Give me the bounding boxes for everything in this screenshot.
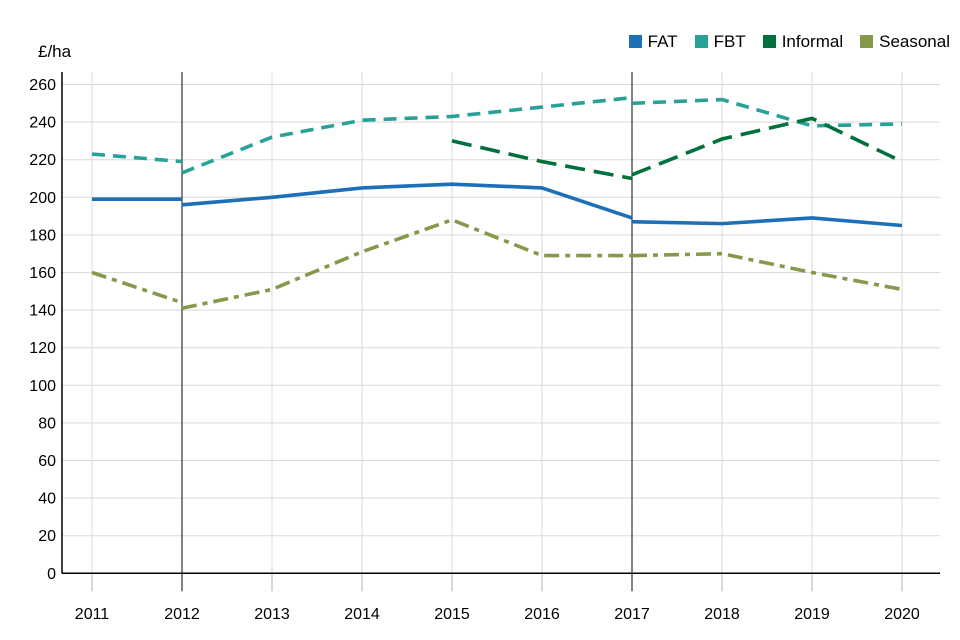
y-tick-label: 80 — [38, 415, 56, 432]
y-tick-label: 240 — [29, 115, 56, 132]
legend-label: FAT — [647, 32, 678, 51]
series-line-fbt — [181, 95, 633, 175]
y-tick-label: 260 — [29, 77, 56, 94]
legend-item-seasonal: Seasonal — [860, 33, 950, 50]
series-line-seasonal — [181, 217, 632, 310]
series-line-fat — [181, 182, 633, 220]
series-line-informal — [631, 116, 903, 177]
x-tick-label: 2016 — [524, 606, 560, 623]
legend-item-fbt: FBT — [694, 32, 746, 51]
x-tick-label: 2018 — [704, 606, 740, 623]
x-tick-label: 2014 — [344, 606, 380, 623]
legend-label: Informal — [781, 32, 844, 51]
series-line-fbt — [91, 152, 183, 164]
y-axis-unit-label: £/ha — [38, 42, 72, 61]
legend-item-fat: FAT — [628, 32, 678, 51]
legend-swatch-icon — [860, 35, 874, 48]
x-tick-label: 2011 — [75, 606, 110, 623]
x-tick-label: 2017 — [614, 606, 650, 623]
y-tick-label: 60 — [38, 453, 56, 470]
y-tick-label: 180 — [29, 227, 56, 244]
legend-swatch-icon — [694, 35, 708, 48]
y-tick-label: 100 — [29, 378, 56, 395]
y-tick-label: 0 — [47, 566, 56, 583]
y-tick-label: 200 — [29, 190, 56, 207]
legend-label: FBT — [713, 32, 746, 51]
y-tick-label: 40 — [38, 491, 56, 508]
x-tick-label: 2020 — [884, 606, 920, 623]
x-tick-label: 2019 — [794, 606, 830, 623]
y-tick-label: 160 — [29, 265, 56, 282]
legend-swatch-icon — [762, 35, 776, 48]
legend: FAT FBT Informal Seasonal — [612, 33, 950, 50]
x-tick-label: 2013 — [254, 606, 290, 623]
series-line-seasonal — [91, 270, 183, 305]
x-tick-label: 2015 — [434, 606, 470, 623]
legend-label: Seasonal — [879, 32, 950, 51]
legend-swatch-icon — [628, 35, 642, 48]
y-tick-label: 140 — [29, 303, 56, 320]
y-tick-label: 120 — [29, 340, 56, 357]
y-tick-label: 220 — [29, 152, 56, 169]
series-line-fat — [631, 216, 903, 228]
series-line-seasonal — [631, 251, 903, 292]
series-line-informal — [451, 139, 633, 181]
legend-item-informal: Informal — [762, 32, 844, 51]
x-tick-label: 2012 — [164, 606, 200, 623]
series-line-fbt — [631, 97, 903, 128]
y-tick-label: 20 — [38, 528, 56, 545]
